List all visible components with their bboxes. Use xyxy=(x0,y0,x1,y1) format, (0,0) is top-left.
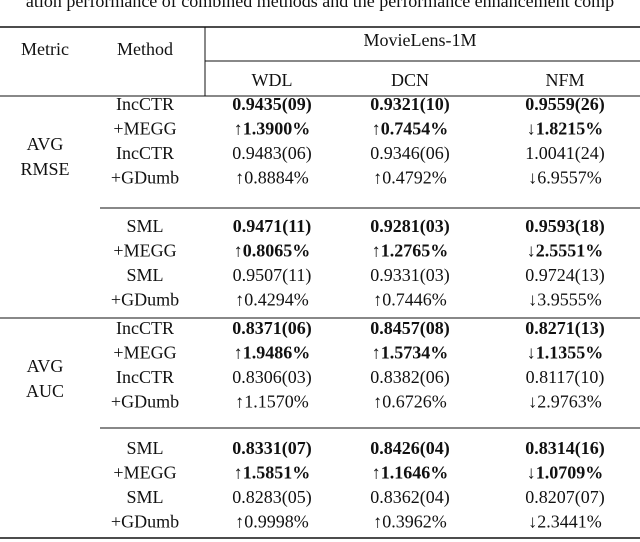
value-cell: 0.9281(03) xyxy=(370,216,450,237)
value-cell: ↑0.8884% xyxy=(235,168,309,188)
method-cell: SML xyxy=(126,438,163,458)
value-cell: ↑0.7454% xyxy=(372,119,449,139)
value-cell: ↓6.9557% xyxy=(528,168,602,188)
value-cell: ↑0.6726% xyxy=(373,392,447,412)
value-cell: ↑1.1646% xyxy=(372,463,449,483)
value-cell: 0.8371(06) xyxy=(232,318,312,339)
value-cell: ↓2.5551% xyxy=(527,241,604,261)
value-cell: 0.8283(05) xyxy=(232,487,312,508)
metric-label: AUC xyxy=(26,381,64,401)
method-cell: +GDumb xyxy=(111,512,179,532)
value-cell: ↑1.3900% xyxy=(234,119,311,139)
value-cell: 0.9507(11) xyxy=(233,265,312,286)
method-cell: +GDumb xyxy=(111,392,179,412)
value-cell: ↓2.3441% xyxy=(528,512,602,532)
column-header: WDL xyxy=(252,70,293,90)
value-cell: ↓1.0709% xyxy=(527,463,604,483)
method-cell: SML xyxy=(126,216,163,236)
value-cell: 0.9346(06) xyxy=(370,143,450,164)
metric-label: RMSE xyxy=(20,159,69,179)
method-cell: +GDumb xyxy=(111,290,179,310)
method-cell: IncCTR xyxy=(116,318,174,338)
method-cell: +MEGG xyxy=(113,463,176,483)
value-cell: ↑0.8065% xyxy=(234,241,311,261)
method-cell: +MEGG xyxy=(113,343,176,363)
value-cell: ↓1.1355% xyxy=(527,343,604,363)
value-cell: ↑1.2765% xyxy=(372,241,449,261)
method-cell: SML xyxy=(126,265,163,285)
value-cell: 0.9321(10) xyxy=(370,94,450,115)
value-cell: 0.8306(03) xyxy=(232,367,312,388)
value-cell: ↑0.4294% xyxy=(235,290,309,310)
value-cell: ↑0.9998% xyxy=(235,512,309,532)
value-cell: 0.8331(07) xyxy=(232,438,312,459)
value-cell: 0.9593(18) xyxy=(525,216,605,237)
value-cell: ↓1.8215% xyxy=(527,119,604,139)
column-header: NFM xyxy=(545,70,584,90)
value-cell: ↑1.1570% xyxy=(235,392,309,412)
value-cell: ↑0.4792% xyxy=(373,168,447,188)
metric-label: AVG xyxy=(27,134,64,154)
method-cell: IncCTR xyxy=(116,367,174,387)
value-cell: 0.8457(08) xyxy=(370,318,450,339)
caption: ation performance of combined methods an… xyxy=(26,0,614,11)
method-header: Method xyxy=(117,39,173,59)
method-cell: +GDumb xyxy=(111,168,179,188)
value-cell: 1.0041(24) xyxy=(525,143,605,164)
value-cell: ↑1.5851% xyxy=(234,463,311,483)
value-cell: 0.9559(26) xyxy=(525,94,605,115)
value-cell: ↓2.9763% xyxy=(528,392,602,412)
value-cell: 0.8426(04) xyxy=(370,438,450,459)
value-cell: 0.9471(11) xyxy=(233,216,312,237)
value-cell: ↑1.5734% xyxy=(372,343,449,363)
value-cell: ↓3.9555% xyxy=(528,290,602,310)
value-cell: 0.8117(10) xyxy=(526,367,605,388)
method-cell: +MEGG xyxy=(113,241,176,261)
value-cell: 0.8382(06) xyxy=(370,367,450,388)
method-cell: +MEGG xyxy=(113,119,176,139)
value-cell: 0.8207(07) xyxy=(525,487,605,508)
method-cell: SML xyxy=(126,487,163,507)
value-cell: ↑0.7446% xyxy=(373,290,447,310)
column-header: DCN xyxy=(391,70,429,90)
metric-header: Metric xyxy=(21,39,69,59)
value-cell: ↑0.3962% xyxy=(373,512,447,532)
metric-label: AVG xyxy=(27,356,64,376)
value-cell: 0.8314(16) xyxy=(525,438,605,459)
method-cell: IncCTR xyxy=(116,143,174,163)
value-cell: 0.9435(09) xyxy=(232,94,312,115)
value-cell: 0.8362(04) xyxy=(370,487,450,508)
value-cell: 0.9483(06) xyxy=(232,143,312,164)
method-cell: IncCTR xyxy=(116,94,174,114)
value-cell: ↑1.9486% xyxy=(234,343,311,363)
value-cell: 0.9724(13) xyxy=(525,265,605,286)
value-cell: 0.8271(13) xyxy=(525,318,605,339)
dataset-header: MovieLens-1M xyxy=(364,30,477,50)
value-cell: 0.9331(03) xyxy=(370,265,450,286)
